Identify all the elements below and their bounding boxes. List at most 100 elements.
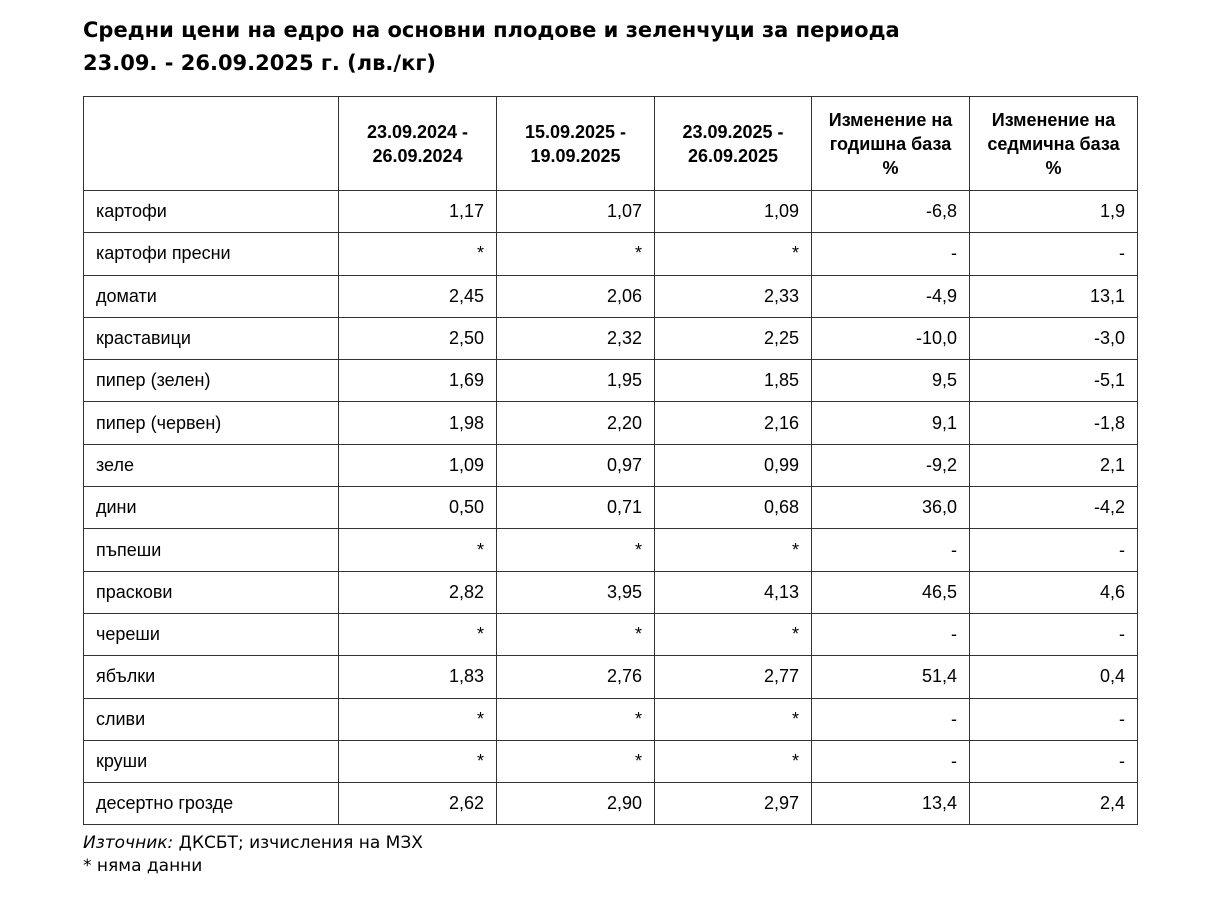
cell: * (338, 697, 497, 741)
table-row: пъпеши * * * - - (83, 528, 1138, 572)
table-row: картофи пресни * * * - - (83, 232, 1138, 276)
table-row: картофи 1,17 1,07 1,09 -6,8 1,9 (83, 189, 1138, 234)
cell: 36,0 (811, 486, 970, 530)
table-row: домати 2,45 2,06 2,33 -4,9 13,1 (83, 274, 1138, 318)
cell: * (496, 612, 655, 657)
table-row: ябълки 1,83 2,76 2,77 51,4 0,4 (83, 655, 1138, 699)
row-label: сливи (83, 697, 339, 741)
cell: -4,9 (811, 274, 970, 318)
table-row: краставици 2,50 2,32 2,25 -10,0 -3,0 (83, 316, 1138, 361)
cell: 51,4 (811, 655, 970, 699)
source-label: Източник: (83, 833, 174, 853)
note: * няма данни (83, 856, 203, 876)
cell: -5,1 (969, 359, 1138, 403)
cell: * (654, 697, 812, 741)
row-label: зеле (83, 443, 339, 488)
cell: * (496, 232, 655, 276)
cell: 2,77 (654, 655, 812, 699)
cell: 1,09 (338, 443, 497, 488)
row-label: дини (83, 486, 339, 530)
header-line: 19.09.2025 (530, 145, 621, 166)
cell: 3,95 (496, 570, 655, 614)
cell: - (969, 697, 1138, 741)
row-label: череши (83, 612, 339, 657)
cell: 13,4 (811, 782, 970, 826)
row-label: картофи (83, 189, 339, 234)
table-row: десертно грозде 2,62 2,90 2,97 13,4 2,4 (83, 782, 1138, 826)
cell: -4,2 (969, 486, 1138, 530)
cell: - (811, 739, 970, 784)
row-label: пипер (червен) (83, 401, 339, 445)
cell: 0,71 (496, 486, 655, 530)
cell: 1,85 (654, 359, 812, 403)
row-label: картофи пресни (83, 232, 339, 276)
row-label: круши (83, 739, 339, 784)
header-row: 23.09.2024 - 26.09.2024 15.09.2025 - 19.09.… (83, 96, 1138, 191)
title: Средни цени на едро на основни плодове и… (83, 14, 900, 80)
source-text: ДКСБТ; изчисления на МЗХ (178, 833, 423, 853)
column-header: Изменение на седмична база% (969, 96, 1138, 191)
table-row: череши * * * - - (83, 612, 1138, 657)
cell: 2,33 (654, 274, 812, 318)
cell: 9,5 (811, 359, 970, 403)
cell: -1,8 (969, 401, 1138, 445)
price-table: 23.09.2024 - 26.09.2024 15.09.2025 - 19.09.… (83, 96, 1138, 826)
cell: -9,2 (811, 443, 970, 488)
cell: 0,68 (654, 486, 812, 530)
row-label: праскови (83, 570, 339, 614)
cell: 1,98 (338, 401, 497, 445)
cell: 2,4 (969, 782, 1138, 826)
cell: * (654, 528, 812, 572)
column-header: Изменение на годишна база% (811, 96, 970, 191)
cell: * (654, 612, 812, 657)
row-label: пъпеши (83, 528, 339, 572)
cell: 2,06 (496, 274, 655, 318)
header-line: 15.09.2025 - (524, 121, 627, 142)
header-line: 26.09.2025 (687, 145, 779, 166)
cell: 0,99 (654, 443, 812, 488)
cell: 2,45 (338, 274, 497, 318)
cell: - (811, 612, 970, 657)
cell: - (969, 612, 1138, 657)
table-row: сливи * * * - - (83, 697, 1138, 741)
header-line: % (1045, 157, 1062, 178)
cell: -10,0 (811, 316, 970, 361)
cell: 1,09 (654, 189, 812, 234)
row-label: домати (83, 274, 339, 318)
cell: - (969, 232, 1138, 276)
title-line: Средни цени на едро на основни плодове и… (83, 18, 900, 42)
cell: - (811, 528, 970, 572)
cell: 4,6 (969, 570, 1138, 614)
header-line: 26.09.2024 (372, 145, 463, 166)
cell: 1,69 (338, 359, 497, 403)
cell: 1,9 (969, 189, 1138, 234)
cell: -6,8 (811, 189, 970, 234)
cell: 2,82 (338, 570, 497, 614)
row-label: ябълки (83, 655, 339, 699)
header-line: годишна база (829, 133, 952, 154)
table-row: праскови 2,82 3,95 4,13 46,5 4,6 (83, 570, 1138, 614)
cell: * (654, 232, 812, 276)
cell: 2,1 (969, 443, 1138, 488)
header-line: 23.09.2024 - (366, 121, 469, 142)
cell: 2,25 (654, 316, 812, 361)
cell: 0,50 (338, 486, 497, 530)
cell: 2,90 (496, 782, 655, 826)
cell: 1,17 (338, 189, 497, 234)
cell: 2,76 (496, 655, 655, 699)
cell: 2,62 (338, 782, 497, 826)
cell: 1,07 (496, 189, 655, 234)
row-label: краставици (83, 316, 339, 361)
cell: -3,0 (969, 316, 1138, 361)
cell: * (338, 528, 497, 572)
table-row: дини 0,50 0,71 0,68 36,0 -4,2 (83, 486, 1138, 530)
cell: 1,83 (338, 655, 497, 699)
cell: * (338, 739, 497, 784)
header-line: Изменение на (828, 109, 953, 130)
cell: - (811, 232, 970, 276)
table-row: зеле 1,09 0,97 0,99 -9,2 2,1 (83, 443, 1138, 488)
cell: 0,97 (496, 443, 655, 488)
cell: 13,1 (969, 274, 1138, 318)
header-line: Изменение на (991, 109, 1116, 130)
cell: * (496, 697, 655, 741)
